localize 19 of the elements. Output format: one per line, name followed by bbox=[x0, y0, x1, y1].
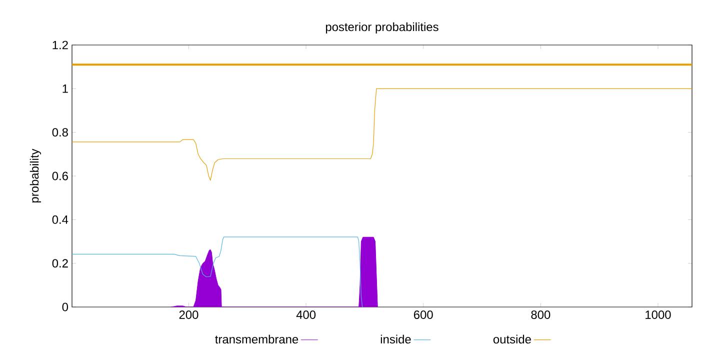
x-tick-label: 600 bbox=[414, 310, 433, 319]
line-series bbox=[72, 88, 692, 181]
y-axis-title: probability bbox=[30, 148, 42, 202]
y-tick-label: 0.4 bbox=[52, 215, 68, 224]
y-tick-label: 0.8 bbox=[52, 128, 68, 137]
x-tick-label: 200 bbox=[179, 310, 198, 319]
y-tick-label: 1 bbox=[62, 84, 68, 93]
chart-title: posterior probabilities bbox=[326, 22, 438, 34]
y-tick-label: 1.2 bbox=[52, 40, 68, 50]
legend-label: outside bbox=[493, 334, 531, 344]
legend-label: inside bbox=[380, 334, 411, 344]
line-series bbox=[72, 236, 363, 307]
y-tick-label: 0 bbox=[62, 302, 68, 312]
x-tick-label: 1000 bbox=[646, 310, 671, 319]
x-tick-label: 800 bbox=[531, 310, 550, 319]
y-tick-label: 0.6 bbox=[52, 172, 68, 180]
x-tick-label: 400 bbox=[296, 310, 316, 319]
legend-label: transmembrane bbox=[215, 334, 298, 344]
y-tick-label: 0.2 bbox=[52, 259, 68, 268]
